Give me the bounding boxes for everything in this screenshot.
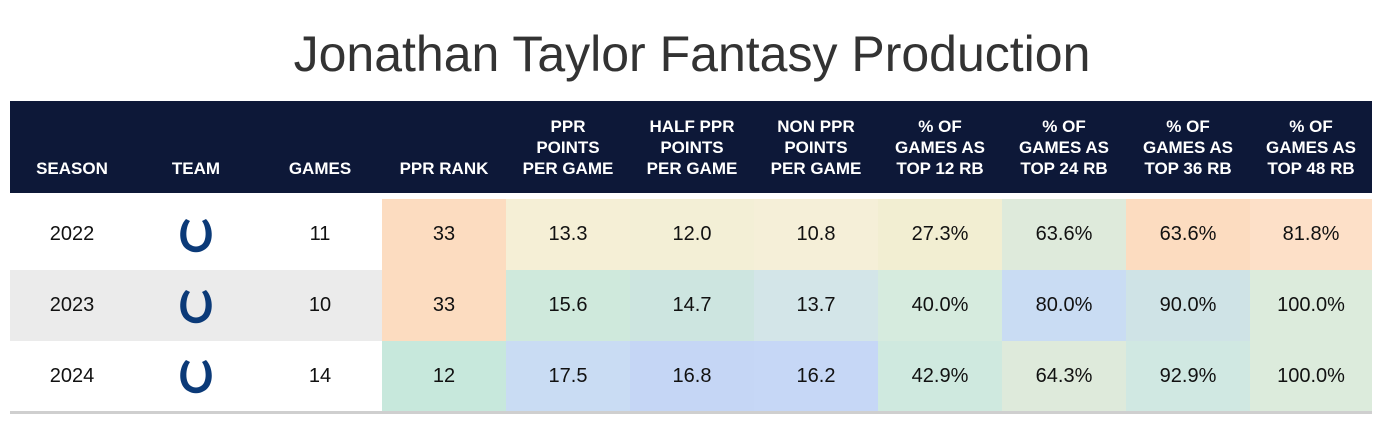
header-line: TOP 24 RB — [1020, 159, 1108, 178]
header-line: PER GAME — [522, 159, 614, 178]
table-cell: 13.7 — [754, 270, 878, 341]
header-line: % OF — [918, 117, 962, 136]
column-header: NON PPR POINTS PER GAME — [754, 101, 878, 193]
column-header: TEAM — [134, 101, 258, 193]
table-cell: 17.5 — [506, 341, 630, 411]
header-line: PPR RANK — [399, 159, 489, 178]
table-cell: 12.0 — [630, 199, 754, 270]
header-line: TEAM — [171, 159, 221, 178]
table-cell: 63.6% — [1126, 199, 1250, 270]
header-line: GAMES AS — [1018, 138, 1110, 157]
table-cell: 11 — [309, 223, 331, 245]
column-header: HALF PPR POINTS PER GAME — [630, 101, 754, 193]
table-cell: 15.6 — [506, 270, 630, 341]
table-cell: 2022 — [49, 223, 95, 245]
table-cell — [134, 199, 258, 270]
column-header: PPR POINTS PER GAME — [506, 101, 630, 193]
table-cell: 42.9% — [878, 341, 1002, 411]
table-cell: 14.7 — [630, 270, 754, 341]
table-cell: 100.0% — [1250, 270, 1372, 341]
header-line: % OF — [1042, 117, 1086, 136]
column-header: GAMES — [258, 101, 382, 193]
table-cell: 90.0% — [1126, 270, 1250, 341]
team-logo — [180, 360, 212, 394]
table-cell: 10.8 — [754, 199, 878, 270]
header-line: TOP 12 RB — [896, 159, 984, 178]
table-cell — [134, 270, 258, 341]
table-cell: 14 — [308, 364, 332, 387]
table-cell — [134, 341, 258, 411]
table-cell: 33 — [382, 199, 506, 270]
header-line: NON PPR — [777, 117, 855, 136]
header-line: POINTS — [660, 138, 724, 157]
header-row: SEASON TEAM GAMES PPR RANK PPR POINTS PER GAME… — [10, 101, 1372, 193]
table-cell: 81.8% — [1250, 199, 1372, 270]
header-line: GAMES AS — [1265, 138, 1357, 157]
header-line: PPR — [550, 117, 586, 136]
table-cell: 92.9% — [1126, 341, 1250, 411]
header-line: % OF — [1166, 117, 1210, 136]
table-cell: 100.0% — [1250, 341, 1372, 411]
column-header: PPR RANK — [382, 101, 506, 193]
horseshoe — [180, 289, 212, 323]
header-line: PER GAME — [770, 159, 862, 178]
table-cell: 16.2 — [754, 341, 878, 411]
header-line: % OF — [1289, 117, 1333, 136]
header-line: HALF PPR — [649, 117, 735, 136]
header-line: GAMES AS — [894, 138, 986, 157]
table-cell: 40.0% — [878, 270, 1002, 341]
horseshoe — [180, 218, 212, 252]
header-line: POINTS — [784, 138, 848, 157]
header-line: GAMES AS — [1142, 138, 1234, 157]
bottom-rule — [10, 411, 1372, 414]
table-cell: 64.3% — [1002, 341, 1126, 411]
table-cell: 13.3 — [506, 199, 630, 270]
column-header: % OF GAMES AS TOP 12 RB — [878, 101, 1002, 193]
table-cell: 80.0% — [1002, 270, 1126, 341]
table-cell: 12 — [382, 341, 506, 411]
column-header: SEASON — [10, 101, 134, 193]
table-cell: 16.8 — [630, 341, 754, 411]
column-header: % OF GAMES AS TOP 48 RB — [1250, 101, 1372, 193]
team-logo — [180, 289, 212, 323]
header-line: GAMES — [288, 159, 352, 178]
table-cell: 33 — [382, 270, 506, 341]
table-cell: 63.6% — [1002, 199, 1126, 270]
horseshoe — [180, 360, 212, 394]
table-cell: 2024 — [49, 364, 95, 387]
header-line: PER GAME — [646, 159, 738, 178]
header-line: SEASON — [36, 159, 108, 178]
header-line: POINTS — [536, 138, 600, 157]
header-line: TOP 48 RB — [1267, 159, 1355, 178]
table-cell: 2023 — [10, 270, 134, 341]
header-line: TOP 36 RB — [1144, 159, 1232, 178]
table-title: Jonathan Taylor Fantasy Production — [293, 26, 1091, 82]
column-header: % OF GAMES AS TOP 36 RB — [1126, 101, 1250, 193]
table-cell: 10 — [258, 270, 382, 341]
team-logo — [180, 218, 212, 252]
column-header: % OF GAMES AS TOP 24 RB — [1002, 101, 1126, 193]
table-cell: 27.3% — [878, 199, 1002, 270]
